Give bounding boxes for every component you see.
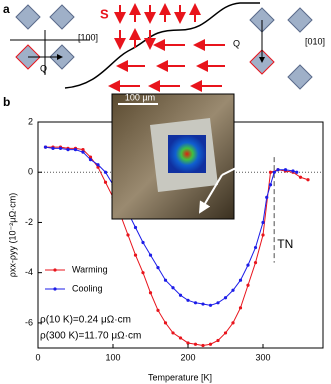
direction-label: [100] [78,32,98,42]
data-point [238,306,243,310]
scale-bar-label: 100 µm [125,92,155,102]
vector-label: Q [233,38,240,48]
data-point [261,233,265,237]
legend-label: Warming [72,264,108,274]
data-point [81,148,85,152]
data-point [141,271,145,275]
y-tick-label: -4 [25,267,33,277]
data-point [58,146,63,150]
data-point [171,286,175,290]
data-point [283,168,288,172]
domain-wall [64,2,260,89]
right-lattice [249,7,313,90]
data-point [163,321,168,325]
data-point [223,296,228,300]
plot [38,145,323,348]
y-axis-label: ρxx-ρyy (10⁻²μΩ·cm) [7,193,17,277]
y-tick-label: -2 [25,217,33,227]
annotation: ρ(300 K)=11.70 μΩ·cm [40,331,141,342]
data-point [156,308,160,312]
data-point [171,331,175,335]
data-point [295,170,299,174]
data-point [223,331,228,335]
data-point [81,150,85,154]
data-point [246,283,250,287]
legend-marker [53,287,57,291]
y-tick-label: 0 [28,167,33,177]
direction-label: [010] [305,36,325,46]
data-point [186,341,190,345]
data-point [253,261,258,265]
data-point [201,302,205,306]
data-point [133,225,138,230]
data-point [156,266,160,270]
data-point [88,155,93,159]
data-point [265,195,269,199]
data-point [246,263,250,267]
data-point [268,170,273,174]
y-tick-label: 2 [28,116,33,126]
data-point [298,175,303,179]
data-point [276,168,280,172]
data-point [148,291,153,295]
spin-arrows [108,3,225,92]
data-point [201,343,205,348]
data-point [193,301,198,305]
axis-label: x [248,142,254,154]
x-tick-label: 100 [105,352,120,362]
data-point [216,338,220,343]
data-point [163,278,168,282]
label-s: S [100,6,109,21]
data-point [186,298,190,302]
data-point [103,170,108,174]
data-point [306,178,310,182]
annotation: ρ(10 K)=0.24 μΩ·cm [40,315,131,326]
data-point [231,288,235,292]
data-point [51,146,55,150]
lattice-line [10,30,90,75]
legend-label: Cooling [72,283,103,293]
data-point [208,303,213,307]
data-point [148,253,153,257]
data-point [178,293,183,297]
x-tick-label: 300 [255,352,270,362]
x-axis-label: Temperature [K] [148,372,212,382]
data-point [208,342,213,346]
data-point [268,183,273,187]
data-point [96,163,100,167]
data-point [261,220,265,225]
x-tick-label: 200 [180,352,195,362]
data-point [103,180,108,184]
data-point [272,170,276,174]
x-tick-label: 0 [35,352,40,362]
legend-marker [53,268,57,272]
data-point [43,145,48,149]
y-tick-label: -6 [25,317,33,327]
data-point [178,336,183,340]
data-point [216,301,220,305]
inset-photo: 100 µm x y [111,92,260,230]
data-point [231,321,235,325]
vector-label: Q [40,63,47,73]
series-line [45,146,309,346]
data-point [126,233,130,237]
data-point [96,165,100,169]
axis-label: y [203,218,209,230]
panel-label: b [3,95,10,109]
data-point [133,253,138,257]
panel-label: a [3,2,10,16]
transition-label: TN [277,237,293,251]
data-point [238,278,243,282]
data-point [66,148,70,152]
data-point [88,158,93,162]
data-point [73,148,78,152]
data-point [141,240,145,245]
data-point [291,169,295,173]
data-point [253,245,258,250]
data-point [193,342,198,346]
